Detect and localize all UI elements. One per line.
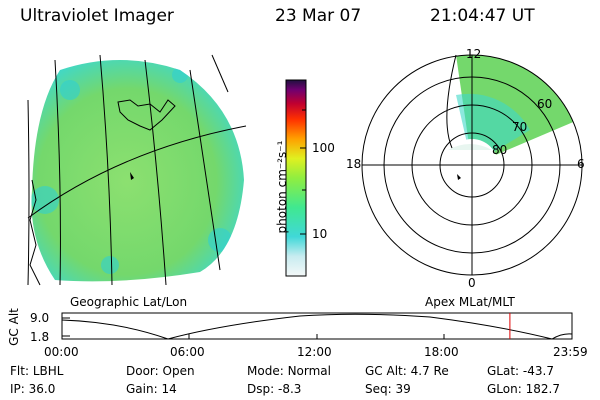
status-label: Gain: xyxy=(126,382,158,396)
time-label: 21:04:47 UT xyxy=(430,6,535,26)
status-door: Door: Open xyxy=(126,364,195,378)
status-label: Flt: xyxy=(10,364,29,378)
status-value: Normal xyxy=(287,364,331,378)
status-label: Dsp: xyxy=(247,382,275,396)
mlat-label-80: 80 xyxy=(492,143,508,157)
mlt-label-0: 0 xyxy=(468,276,476,290)
status-label: Door: xyxy=(126,364,159,378)
status-value: 14 xyxy=(161,382,177,396)
status-label: Mode: xyxy=(247,364,284,378)
colorbar xyxy=(285,79,307,277)
colorbar-tick-100: 100 xyxy=(312,141,335,155)
status-value: 36.0 xyxy=(28,382,56,396)
status-value: LBHL xyxy=(32,364,64,378)
status-gc-alt: GC Alt: 4.7 Re xyxy=(365,364,449,378)
status-mode: Mode: Normal xyxy=(247,364,331,378)
status-flt: Flt: LBHL xyxy=(10,364,63,378)
status-value: -43.7 xyxy=(522,364,554,378)
date-label: 23 Mar 07 xyxy=(275,6,362,26)
status-ip: IP: 36.0 xyxy=(10,382,55,396)
status-label: IP: xyxy=(10,382,25,396)
status-value: 182.7 xyxy=(525,382,560,396)
status-glat: GLat: -43.7 xyxy=(487,364,554,378)
colorbar-tick-10: 10 xyxy=(312,227,328,241)
status-dsp: Dsp: -8.3 xyxy=(247,382,301,396)
status-label: GC Alt: xyxy=(365,364,407,378)
right-panel-caption: Apex MLat/MLT xyxy=(425,295,515,309)
polar-plot xyxy=(361,54,583,276)
status-value: 4.7 Re xyxy=(410,364,449,378)
mlat-label-60: 60 xyxy=(537,97,553,111)
xtick-0000: 00:00 xyxy=(44,345,79,359)
instrument-title: Ultraviolet Imager xyxy=(20,6,174,26)
status-label: GLat: xyxy=(487,364,520,378)
altitude-plot xyxy=(61,312,573,340)
status-glon: GLon: 182.7 xyxy=(487,382,560,396)
mlat-label-70: 70 xyxy=(512,120,528,134)
geographic-image xyxy=(27,54,247,286)
altitude-ytick-high: 9.0 xyxy=(30,311,50,325)
xtick-1800: 18:00 xyxy=(424,345,459,359)
status-value: -8.3 xyxy=(277,382,302,396)
mlt-label-6: 6 xyxy=(577,157,585,171)
colorbar-unit-label: photon cm⁻²s⁻¹ xyxy=(275,140,289,234)
xtick-2359: 23:59 xyxy=(553,345,588,359)
left-panel-caption: Geographic Lat/Lon xyxy=(70,295,188,309)
status-label: GLon: xyxy=(487,382,522,396)
status-seq: Seq: 39 xyxy=(365,382,411,396)
xtick-1200: 12:00 xyxy=(297,345,332,359)
status-gain: Gain: 14 xyxy=(126,382,177,396)
x-tick-marks xyxy=(61,334,573,339)
orbit-altitude-curve xyxy=(61,313,573,340)
meridian-lines xyxy=(27,54,247,286)
altitude-ytick-low: 1.8 xyxy=(30,330,50,344)
xtick-0600: 06:00 xyxy=(170,345,205,359)
mlt-label-18: 18 xyxy=(346,157,362,171)
altitude-ylabel: GC Alt xyxy=(7,308,21,346)
status-value: 39 xyxy=(395,382,411,396)
status-value: Open xyxy=(162,364,195,378)
status-label: Seq: xyxy=(365,382,392,396)
mlt-label-12: 12 xyxy=(466,47,482,61)
